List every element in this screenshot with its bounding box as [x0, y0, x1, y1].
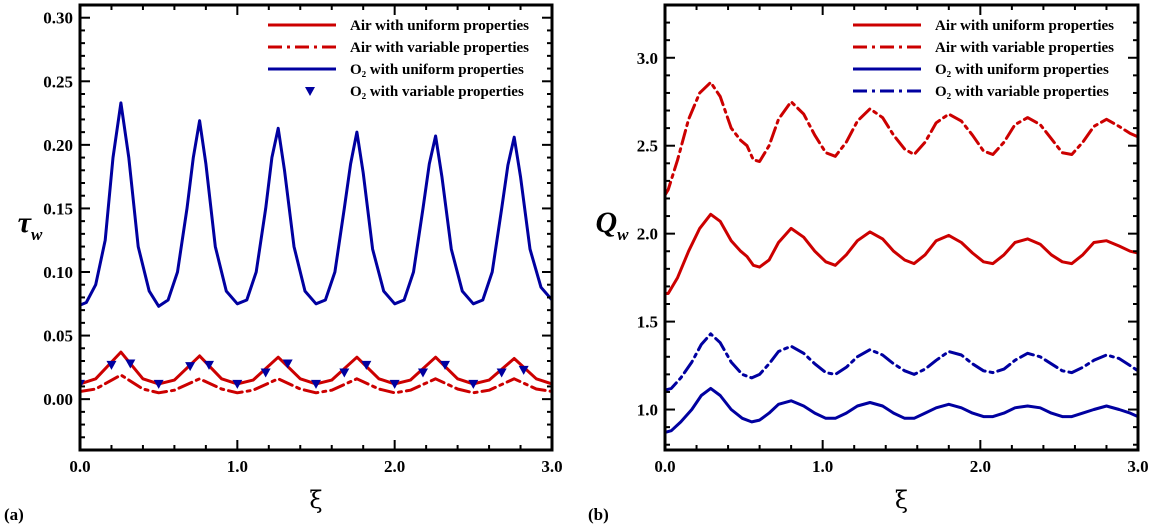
- x-axis-label: ξ: [309, 486, 322, 514]
- data-marker: [518, 365, 529, 375]
- plot-area: [80, 101, 552, 395]
- legend-label: Air with variable properties: [350, 40, 529, 56]
- x-tick-label: 0.0: [654, 457, 675, 476]
- data-marker: [468, 379, 479, 389]
- y-tick-label: 1.5: [637, 313, 658, 332]
- panel-label: (b): [588, 505, 609, 524]
- plot-area: [665, 80, 1138, 434]
- data-marker: [153, 379, 164, 389]
- legend-marker: [305, 87, 315, 96]
- series-line-1: [665, 212, 1138, 295]
- y-tick-label: 0.15: [43, 199, 73, 218]
- y-axis-label-main: τ: [18, 206, 33, 239]
- y-axis-label-sub: w: [617, 225, 629, 244]
- legend-label: O₂ with uniform properties: [935, 62, 1109, 78]
- y-tick-label: 0.30: [43, 9, 73, 28]
- x-tick-label: 1.0: [227, 457, 248, 476]
- x-tick-label: 2.0: [384, 457, 405, 476]
- data-marker: [260, 368, 271, 378]
- data-marker: [311, 379, 321, 389]
- data-marker: [185, 362, 196, 372]
- legend-label: Air with uniform properties: [350, 18, 529, 34]
- x-axis-label: ξ: [895, 486, 908, 514]
- legend-label: O₂ with variable properties: [350, 84, 524, 100]
- data-marker: [282, 359, 293, 369]
- y-tick-label: 0.05: [43, 327, 73, 346]
- y-axis-label-sub: w: [31, 225, 43, 244]
- data-marker: [389, 379, 400, 389]
- y-tick-label: 0.00: [43, 390, 73, 409]
- x-tick-label: 3.0: [1127, 457, 1148, 476]
- data-marker: [417, 368, 428, 378]
- y-tick-label: 3.0: [637, 49, 658, 68]
- series-line-2: [665, 80, 1138, 197]
- legend-label: O₂ with uniform properties: [350, 62, 524, 78]
- legend-label: O₂ with variable properties: [935, 84, 1109, 100]
- x-tick-label: 1.0: [812, 457, 833, 476]
- panel-label: (a): [4, 505, 24, 524]
- data-marker: [106, 360, 117, 370]
- y-tick-label: 2.0: [637, 225, 658, 244]
- y-tick-label: 0.20: [43, 136, 73, 155]
- y-tick-label: 0.10: [43, 263, 73, 282]
- plot-frame: [78, 3, 554, 452]
- legend-label: Air with variable properties: [935, 40, 1114, 56]
- series-line-4: [665, 332, 1138, 392]
- plot-frame: [663, 3, 1140, 452]
- legend-label: Air with uniform properties: [935, 18, 1114, 34]
- x-tick-label: 3.0: [541, 457, 562, 476]
- y-tick-label: 0.25: [43, 72, 73, 91]
- y-axis-label: τw: [18, 206, 43, 244]
- data-marker: [339, 368, 350, 378]
- y-tick-label: 1.0: [637, 401, 658, 420]
- x-tick-label: 2.0: [970, 457, 991, 476]
- data-marker: [232, 379, 243, 389]
- series-line-3: [80, 101, 552, 308]
- y-tick-label: 2.5: [637, 137, 658, 156]
- data-marker: [204, 360, 215, 370]
- panel-a-chart: 0.0 1.0 2.0 3.0 0.00 0.05 0.10 0.15 0.20 0.25 0.30…: [4, 3, 563, 524]
- data-marker: [361, 360, 372, 370]
- data-marker: [440, 360, 451, 370]
- series-line-2: [80, 373, 552, 395]
- x-tick-label: 0.0: [69, 457, 90, 476]
- series-line-1: [80, 350, 552, 386]
- y-axis-label-main: Q: [595, 206, 617, 239]
- data-marker: [125, 359, 136, 369]
- series-line-3: [665, 386, 1138, 434]
- data-marker: [496, 368, 507, 378]
- panel-b-chart: 0.0 1.0 2.0 3.0 1.0 1.5 2.0 2.5 3.0 ξ Qw (b) Air wit…: [588, 3, 1149, 524]
- y-axis-label: Qw: [595, 206, 629, 244]
